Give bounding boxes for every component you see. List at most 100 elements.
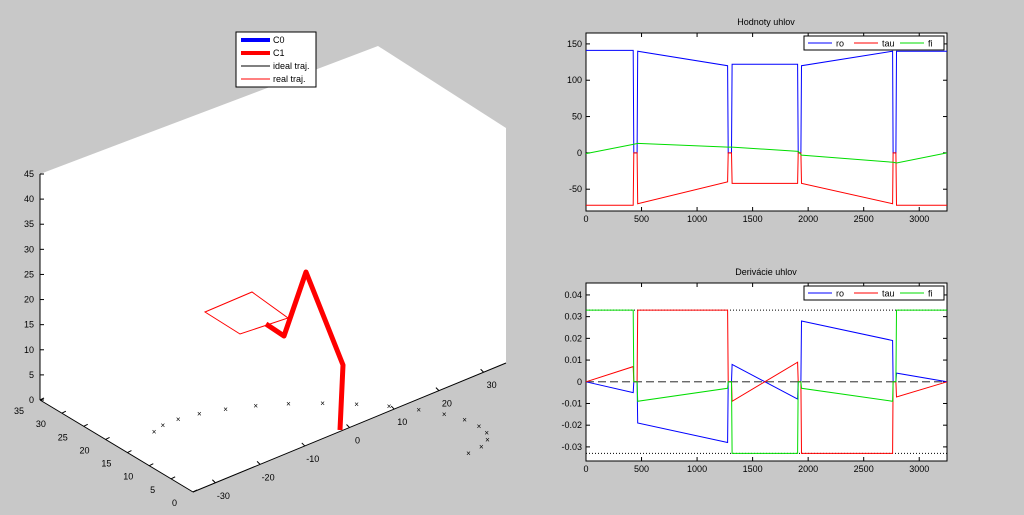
z-tick-label: 45 — [24, 169, 34, 179]
ideal-traj-marker: × — [485, 436, 490, 445]
x-tick-label: 2000 — [798, 464, 818, 474]
ideal-traj-marker: × — [197, 409, 202, 418]
y-tick-label: 15 — [101, 459, 111, 469]
ideal-traj-marker: × — [161, 421, 166, 430]
y-tick-label: 0.04 — [564, 290, 582, 300]
y-tick-label: -0.01 — [561, 398, 582, 408]
x-tick-label: -20 — [262, 472, 275, 482]
y-tick-label: 100 — [567, 75, 582, 85]
ideal-traj-marker: × — [442, 410, 447, 419]
z-tick-label: 5 — [29, 370, 34, 380]
legend-tau-label: tau — [882, 289, 895, 299]
z-tick-label: 30 — [24, 244, 34, 254]
legend-tau-label: tau — [882, 39, 895, 49]
ideal-traj-marker: × — [286, 400, 291, 409]
ideal-traj-marker: × — [462, 416, 467, 425]
z-tick-label: 0 — [29, 395, 34, 405]
y-tick-label: -0.03 — [561, 442, 582, 452]
y-tick-label: 0.02 — [564, 333, 582, 343]
legend-fi-label: fi — [928, 39, 933, 49]
x-tick-mark — [435, 387, 440, 391]
z-tick-label: 10 — [24, 345, 34, 355]
ideal-traj-marker: × — [223, 405, 228, 414]
y-tick-mark — [61, 410, 67, 414]
plot-legend: ro tau fi — [803, 285, 945, 301]
y-tick-label: -50 — [569, 184, 582, 194]
series-tau-line — [586, 152, 947, 206]
x-tick-mark — [256, 461, 261, 465]
y-tick-mark — [192, 489, 198, 493]
y-tick-label: 25 — [58, 432, 68, 442]
x-tick-label: 20 — [442, 399, 452, 409]
z-tick-label: 35 — [24, 219, 34, 229]
x-tick-label: 2000 — [798, 214, 818, 224]
x-tick-label: 1500 — [743, 214, 763, 224]
ideal-traj-marker: × — [479, 442, 484, 451]
plot-area — [585, 32, 948, 212]
y-tick-label: 35 — [14, 406, 24, 416]
x-tick-label: 0 — [583, 214, 588, 224]
y-tick-mark — [83, 423, 88, 427]
ideal-traj-marker: × — [416, 405, 421, 414]
ideal-traj-marker: × — [466, 449, 471, 458]
x-tick-mark — [301, 442, 306, 447]
y-tick-label: 150 — [567, 39, 582, 49]
plot-hodnoty-uhlov: Hodnoty uhlov 0 500 1000 1500 2000 2500 3000-5… — [567, 17, 948, 224]
x-tick-label: 500 — [634, 214, 649, 224]
y-tick-label: 20 — [80, 445, 90, 455]
y-tick-mark — [149, 463, 154, 467]
z-tick-label: 15 — [24, 320, 34, 330]
x-tick-label: 10 — [397, 417, 407, 427]
ideal-traj-marker: × — [152, 428, 157, 437]
ideal-traj-marker: × — [176, 415, 181, 424]
y-tick-label: 0 — [577, 377, 582, 387]
x-axis-ticks: -30 -20 -10 0 10 20 30 — [212, 368, 497, 501]
ideal-traj-marker: × — [477, 422, 482, 431]
ideal-traj-marker: × — [253, 402, 258, 411]
plot-legend: ro tau fi — [803, 35, 945, 51]
x-tick-label: 0 — [355, 436, 360, 446]
legend-fi-label: fi — [928, 289, 933, 299]
z-tick-label: 20 — [24, 295, 34, 305]
legend-real-label: real traj. — [273, 74, 306, 84]
legend-c1-label: C1 — [273, 48, 285, 58]
y-tick-label: 0.01 — [564, 355, 582, 365]
x-tick-mark — [480, 368, 484, 373]
y-tick-label: 0.03 — [564, 312, 582, 322]
legend-ro-label: ro — [836, 39, 844, 49]
y-tick-label: 5 — [150, 485, 155, 495]
x-tick-label: 1000 — [687, 214, 707, 224]
ideal-traj-marker: × — [320, 399, 325, 408]
y-tick-mark — [170, 476, 176, 480]
x-tick-label: -10 — [306, 454, 319, 464]
z-axis-ticks: 0 5 10 15 20 25 30 35 40 45 — [24, 169, 44, 405]
plot-top-title: Hodnoty uhlov — [737, 17, 795, 27]
x-tick-label: 3000 — [909, 214, 929, 224]
x-tick-label: 2500 — [854, 214, 874, 224]
x-tick-label: 1000 — [687, 464, 707, 474]
y-tick-mark — [105, 436, 110, 440]
plot-bottom-title: Derivácie uhlov — [735, 267, 797, 277]
x-tick-label: 3000 — [909, 464, 929, 474]
y-tick-label: 0 — [577, 148, 582, 158]
c1-arm — [264, 269, 346, 431]
plot3d: 0 5 10 15 20 25 30 35 40 45 0 5 10 15 20 25 30 35 -30 -20… — [14, 31, 507, 508]
z-tick-label: 25 — [24, 269, 34, 279]
y-tick-label: 50 — [572, 112, 582, 122]
x-tick-label: 2500 — [854, 464, 874, 474]
plot3d-y-axis-line — [39, 399, 194, 493]
y-tick-mark — [127, 450, 132, 454]
x-tick-mark — [212, 479, 216, 484]
legend-c0-label: C0 — [273, 35, 285, 45]
plot3d-wall-back — [40, 128, 506, 492]
ideal-traj-marker: × — [484, 429, 489, 438]
x-tick-label: 30 — [487, 380, 497, 390]
x-tick-label: 0 — [583, 464, 588, 474]
series-fi-line — [585, 142, 948, 164]
y-tick-label: -0.02 — [561, 420, 582, 430]
legend-ideal-label: ideal traj. — [273, 61, 310, 71]
x-tick-label: 500 — [634, 464, 649, 474]
y-tick-label: 10 — [123, 472, 133, 482]
z-tick-label: 40 — [24, 194, 34, 204]
legend-ro-label: ro — [836, 289, 844, 299]
